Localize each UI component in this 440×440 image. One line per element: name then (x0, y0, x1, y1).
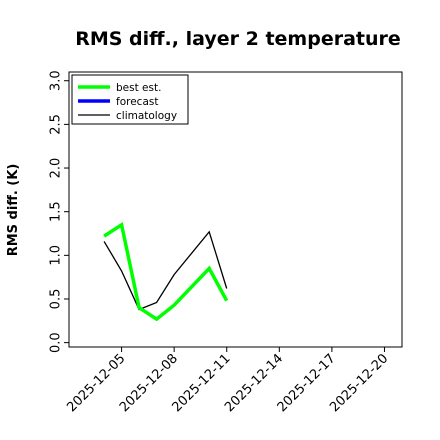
series-line-climatology (103, 230, 228, 311)
y-tick-label: 1.5 (49, 201, 64, 222)
legend-label: climatology (116, 110, 177, 122)
y-tick-label: 2.0 (49, 158, 64, 179)
y-tick-label: 1.0 (49, 245, 64, 266)
y-axis-label: RMS diff. (K) (6, 164, 21, 257)
y-tick-label: 0.5 (49, 289, 64, 310)
series-line-best-est (103, 221, 229, 322)
y-tick-label: 0.0 (49, 332, 64, 353)
y-tick-label: 2.5 (49, 114, 64, 135)
chart-title: RMS diff., layer 2 temperature (75, 28, 401, 50)
y-axis-ticks: 0.0 0.5 1.0 1.5 2.0 2.5 3.0 (49, 70, 69, 353)
plot-frame (68, 71, 403, 348)
legend-label: forecast (116, 96, 158, 108)
legend: best est. forecast climatology (71, 74, 189, 125)
x-axis-ticks: 2025-12-052025-12-082025-12-112025-12-14… (64, 347, 391, 415)
y-tick-label: 3.0 (49, 70, 64, 91)
legend-label: best est. (116, 82, 161, 94)
series-layer (103, 221, 229, 322)
